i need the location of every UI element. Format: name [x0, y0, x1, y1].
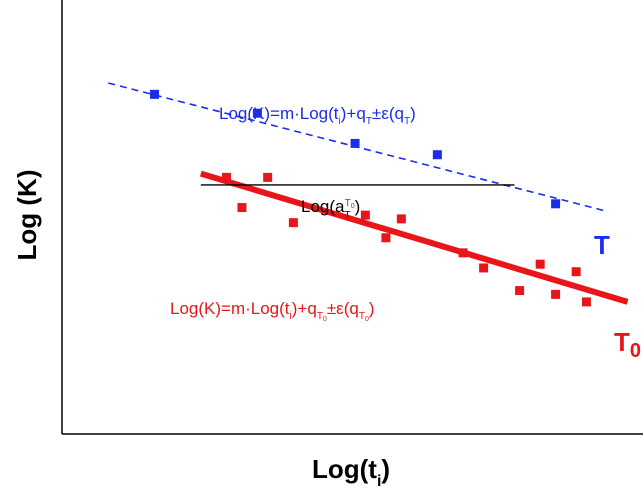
blue-equation: Log(K)=m·Log(ti)+qT±ε(qT)	[219, 104, 416, 127]
series-t0-point	[571, 267, 581, 277]
series-t0-point	[222, 172, 232, 182]
series-t0-point	[581, 297, 591, 307]
series-t0-label: T0	[614, 327, 641, 362]
series-t-point	[350, 138, 360, 148]
shift-label: Log(aTT0)	[301, 197, 360, 221]
series-t-label: T	[594, 230, 610, 260]
series-t0-point	[535, 259, 545, 269]
series-t0-points	[222, 172, 591, 307]
series-t0-point	[360, 210, 370, 220]
series-t0-point	[458, 248, 468, 258]
series-t0-point	[237, 203, 247, 213]
series-t-point	[551, 199, 561, 209]
series-t0-point	[551, 289, 561, 299]
x-axis-title: Log(ti)	[312, 454, 390, 490]
series-t0-point	[288, 218, 298, 228]
series-t-point	[432, 150, 442, 160]
series-t0-point	[381, 233, 391, 243]
red-equation: Log(K)=m·Log(ti)+qT0±ε(qT0)	[170, 299, 375, 323]
y-axis-title: Log (K)	[12, 170, 42, 261]
series-t0-point	[479, 263, 489, 273]
series-t0-fit-line	[199, 170, 629, 305]
series-t0-point	[263, 172, 273, 182]
series-t-point	[252, 108, 262, 118]
series-t-point	[150, 89, 160, 99]
series-t-points	[150, 89, 561, 209]
series-t0-point	[515, 286, 525, 296]
series-t0-point	[396, 214, 406, 224]
